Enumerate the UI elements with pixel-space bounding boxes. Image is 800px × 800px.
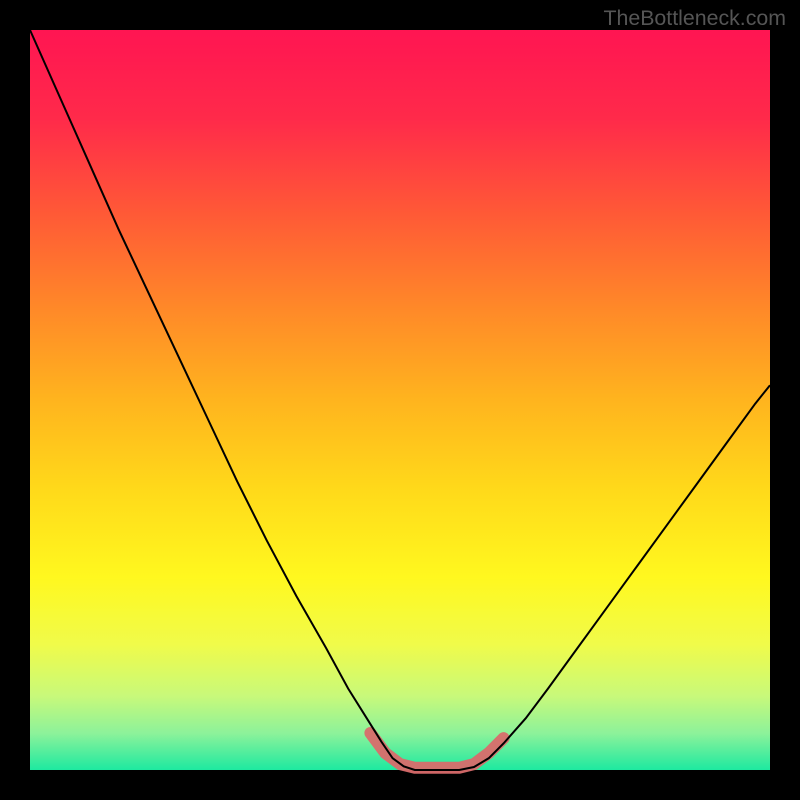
bottleneck-chart — [0, 0, 800, 800]
plot-background — [30, 30, 770, 770]
chart-frame: TheBottleneck.com — [0, 0, 800, 800]
